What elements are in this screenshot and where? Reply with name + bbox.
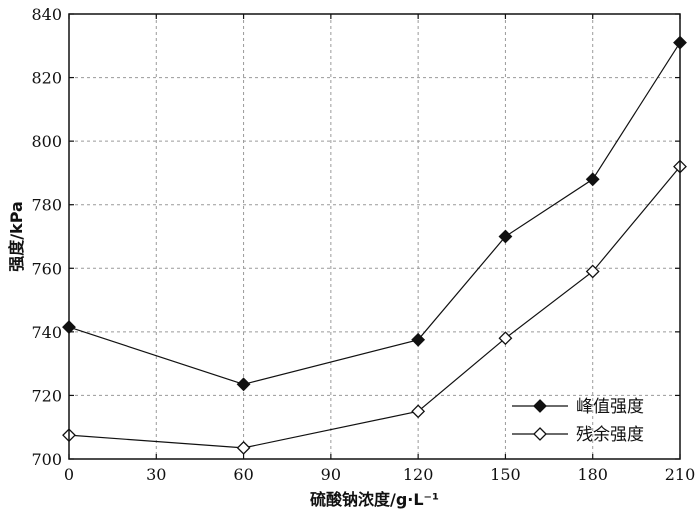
series-line-1: [68, 42, 681, 385]
data-point-series-2: [411, 404, 426, 419]
data-point-series-1: [411, 332, 426, 347]
data-point-series-2: [585, 264, 600, 279]
legend-marker: [533, 427, 547, 441]
legend-label: 残余强度: [576, 425, 644, 445]
x-tick-label: 150: [490, 465, 521, 484]
y-axis-title: 强度/kPa: [7, 201, 26, 272]
legend-label: 峰值强度: [576, 397, 644, 417]
data-point-series-1: [236, 377, 251, 392]
x-tick-label: 180: [577, 465, 608, 484]
grid: [69, 14, 680, 459]
x-tick-label: 60: [233, 465, 253, 484]
data-point-series-1: [498, 229, 513, 244]
y-tick-label: 820: [31, 69, 62, 88]
x-tick-label: 90: [321, 465, 341, 484]
y-tick-label: 740: [31, 323, 62, 342]
legend-marker: [533, 399, 547, 413]
y-tick-label: 780: [31, 196, 62, 215]
x-tick-label: 30: [146, 465, 166, 484]
x-axis-title: 硫酸钠浓度/g·L⁻¹: [310, 490, 439, 509]
x-tick-label: 120: [403, 465, 434, 484]
plot-frame: [68, 13, 681, 460]
x-tick-label: 0: [64, 465, 74, 484]
series-line-2: [68, 166, 681, 449]
x-tick-label: 210: [665, 465, 696, 484]
y-tick-label: 800: [31, 132, 62, 151]
y-tick-label: 760: [31, 259, 62, 278]
y-tick-label: 700: [31, 450, 62, 469]
y-tick-label: 720: [31, 386, 62, 405]
y-tick-label: 840: [31, 5, 62, 24]
data-point-series-2: [236, 440, 251, 455]
data-point-series-1: [585, 172, 600, 187]
data-point-series-2: [498, 331, 513, 346]
axis-ticks: 0 30 60 90 120 150 180 210 700 720 740 760 780 800 820…: [31, 5, 695, 484]
